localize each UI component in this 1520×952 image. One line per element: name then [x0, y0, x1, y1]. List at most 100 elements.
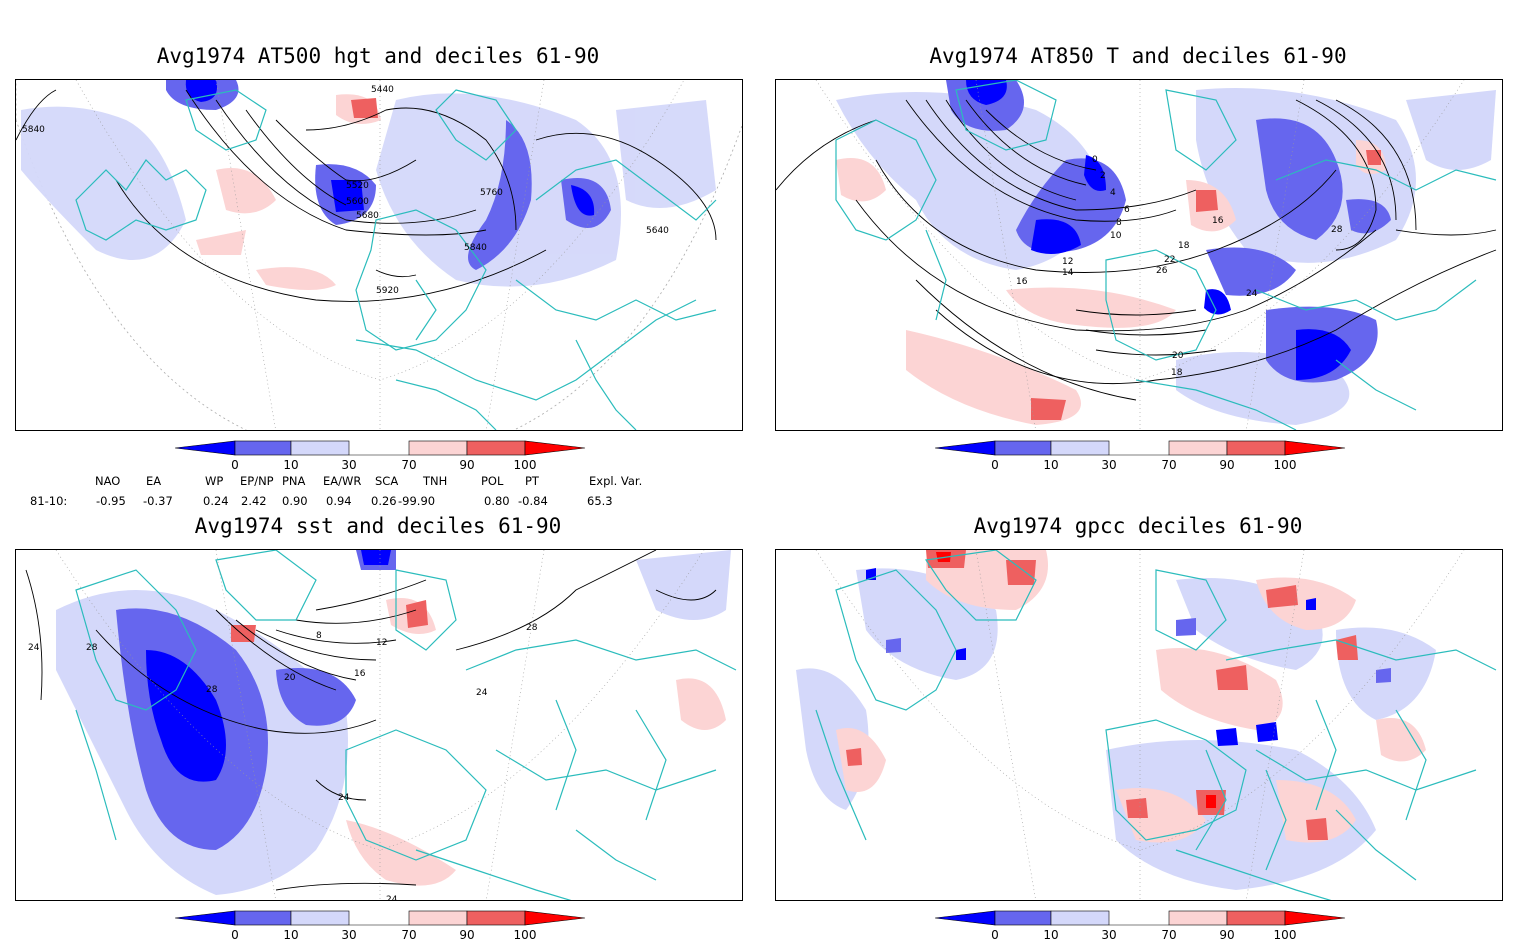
colorbar-segment: [934, 440, 996, 456]
index-value: 0.26: [371, 494, 397, 508]
colorbar-tick-label: 100: [1274, 928, 1297, 942]
contour-label: 16: [354, 669, 366, 679]
colorbar-svg: 0 10 30 70 90 100: [934, 910, 1346, 942]
contour-label: 24: [338, 793, 350, 803]
colorbar-tick-label: 100: [514, 458, 537, 472]
contour-label: 4: [1110, 188, 1116, 198]
colorbar-segment: [524, 910, 586, 926]
colorbar-segment: [524, 440, 586, 456]
colorbar-tick-label: 10: [283, 458, 298, 472]
index-header: PNA: [282, 474, 306, 488]
colorbar-segment: [234, 910, 292, 926]
contour-label: 6: [1124, 205, 1130, 215]
colorbar-segment: [1226, 440, 1286, 456]
panel-title-hgt500: Avg1974 AT500 hgt and deciles 61-90: [156, 44, 600, 68]
colorbar-tick-label: 100: [1274, 458, 1297, 472]
contour-label: 16: [1016, 277, 1028, 287]
colorbar-svg: 0 10 30 70 90 100: [934, 440, 1346, 472]
contour-label: 20: [284, 673, 296, 683]
contour-label: 8: [316, 631, 322, 641]
contour-label: 12: [376, 638, 387, 648]
index-header: PT: [525, 474, 539, 488]
index-value: -99.90: [398, 494, 436, 508]
colorbar-tick-label: 10: [1043, 458, 1058, 472]
index-header: EA/WR: [323, 474, 362, 488]
colorbar-tick-label: 90: [1219, 458, 1234, 472]
colorbar-tick-label: 30: [1101, 928, 1116, 942]
index-header: EA: [146, 474, 162, 488]
index-header: EP/NP: [240, 474, 274, 488]
contour-label: 24: [386, 895, 398, 901]
colorbar-tick-label: 100: [514, 928, 537, 942]
colorbar-segment: [1168, 440, 1228, 456]
contour-label: 28: [206, 685, 218, 695]
contour-label: 5840: [464, 243, 487, 253]
colorbar-svg: 0 10 30 70 90 100: [174, 910, 586, 942]
contour-label: 24: [28, 643, 40, 653]
contour-label: 5680: [356, 211, 379, 221]
index-value: 0.24: [203, 494, 229, 508]
index-header: WP: [205, 474, 224, 488]
colorbar-segment: [290, 910, 350, 926]
contour-label: 5760: [480, 188, 503, 198]
colorbar-segment: [1284, 440, 1346, 456]
contour-label: 2: [1100, 171, 1106, 181]
contour-label: 18: [1171, 368, 1183, 378]
contour-label: 26: [1156, 266, 1168, 276]
colorbar-hgt500: 0 10 30 70 90 100: [174, 440, 587, 478]
index-value: 0.90: [282, 494, 308, 508]
index-value: -0.84: [518, 494, 548, 508]
colorbar-segment: [408, 910, 468, 926]
colorbar-segment: [994, 910, 1052, 926]
colorbar-segment: [1284, 910, 1346, 926]
colorbar-tick-label: 70: [401, 458, 416, 472]
contour-label: 24: [476, 688, 488, 698]
colorbar-tick-label: 0: [231, 458, 239, 472]
colorbar-segment: [290, 440, 350, 456]
contour-label: 10: [1110, 231, 1122, 241]
colorbar-segment: [466, 440, 526, 456]
index-header: Expl. Var.: [589, 474, 643, 488]
contour-label: 20: [1172, 351, 1184, 361]
colorbar-tick-label: 30: [341, 928, 356, 942]
contour-label: 8: [1116, 218, 1122, 228]
colorbar-segment: [408, 440, 468, 456]
colorbar-segment: [466, 910, 526, 926]
index-value: -0.37: [143, 494, 173, 508]
colorbar-tick-label: 90: [1219, 928, 1234, 942]
colorbar-segment: [174, 910, 236, 926]
colorbar-tick-label: 70: [1161, 458, 1176, 472]
map-hgt500: 5440 5840 5520 5600 5680 5760 5840 5640 …: [15, 79, 743, 431]
colorbar-gpcc: 0 10 30 70 90 100: [934, 910, 1347, 948]
index-header: NAO: [95, 474, 121, 488]
contour-label: 18: [1178, 241, 1190, 251]
contour-label: 5520: [346, 181, 369, 191]
index-value: 0.80: [484, 494, 510, 508]
contour-label: 16: [1212, 216, 1224, 226]
index-value: -0.95: [96, 494, 126, 508]
colorbar-segment: [1226, 910, 1286, 926]
map-gpcc: [775, 549, 1503, 901]
colorbar-tick-label: 30: [1101, 458, 1116, 472]
map-t850: 0 2 4 6 8 10 12 14 16 18 22 24 26 28 16 …: [775, 79, 1503, 431]
colorbar-tick-label: 0: [231, 928, 239, 942]
map-sst: 24 28 28 8 12 16 20 24 24 28 24: [15, 549, 743, 901]
colorbar-tick-label: 70: [1161, 928, 1176, 942]
contour-label: 24: [1246, 289, 1258, 299]
colorbar-segment: [234, 440, 292, 456]
colorbar-segment: [1050, 440, 1110, 456]
colorbar-tick-label: 10: [1043, 928, 1058, 942]
colorbar-svg: 0 10 30 70 90 100: [174, 440, 586, 472]
colorbar-tick-label: 70: [401, 928, 416, 942]
index-value: 2.42: [241, 494, 267, 508]
colorbar-tick-label: 10: [283, 928, 298, 942]
colorbar-tick-label: 0: [991, 458, 999, 472]
colorbar-t850: 0 10 30 70 90 100: [934, 440, 1347, 478]
contour-label: 28: [1331, 225, 1343, 235]
colorbar-segment: [934, 910, 996, 926]
contour-label: 5840: [22, 125, 45, 135]
contour-label: 14: [1062, 268, 1074, 278]
panel-title-sst: Avg1974 sst and deciles 61-90: [194, 514, 562, 538]
index-header: POL: [481, 474, 504, 488]
colorbar-tick-label: 90: [459, 458, 474, 472]
